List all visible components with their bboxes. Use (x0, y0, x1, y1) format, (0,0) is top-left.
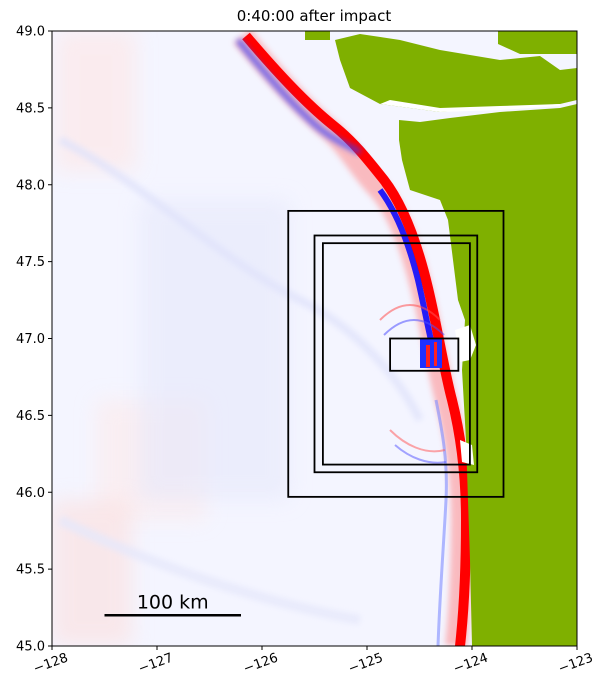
x-tick-label: −123 (556, 651, 595, 677)
plot-area: 100 km (52, 31, 577, 646)
study-regions (287, 209, 505, 498)
region-box (313, 234, 479, 474)
x-tick-label: −127 (136, 651, 175, 677)
y-tick-label: 45.5 (16, 563, 45, 578)
x-axis: −128 −127 −126 −125 −124 −123 (31, 646, 595, 677)
y-tick-label: 47.5 (16, 255, 45, 270)
y-tick-label: 45.0 (16, 640, 45, 655)
x-tick-label: −128 (31, 651, 70, 677)
scale-bar: 100 km (104, 591, 241, 617)
y-axis: 45.0 45.5 46.0 46.5 47.0 47.5 48.0 48.5 49.0 (16, 25, 52, 655)
region-box (389, 337, 460, 372)
land-mass (305, 31, 577, 646)
nearshore-wave-ripples (379, 304, 447, 464)
x-tick-label: −124 (451, 651, 490, 677)
chart-title: 0:40:00 after impact (237, 7, 392, 25)
wave-trough-patch (56, 31, 136, 171)
tsunami-wave-front (57, 31, 474, 646)
x-tick-label: −126 (241, 651, 280, 677)
region-box (321, 242, 471, 466)
y-tick-label: 49.0 (16, 25, 45, 40)
bay-wave-hotspot (420, 338, 442, 368)
region-box (287, 209, 505, 498)
y-tick-label: 46.0 (16, 486, 45, 501)
y-tick-label: 48.5 (16, 101, 45, 116)
y-tick-label: 47.0 (16, 332, 45, 347)
y-tick-label: 48.0 (16, 178, 45, 193)
y-tick-label: 46.5 (16, 409, 45, 424)
scale-bar-label: 100 km (137, 591, 209, 613)
x-tick-label: −125 (346, 651, 385, 677)
